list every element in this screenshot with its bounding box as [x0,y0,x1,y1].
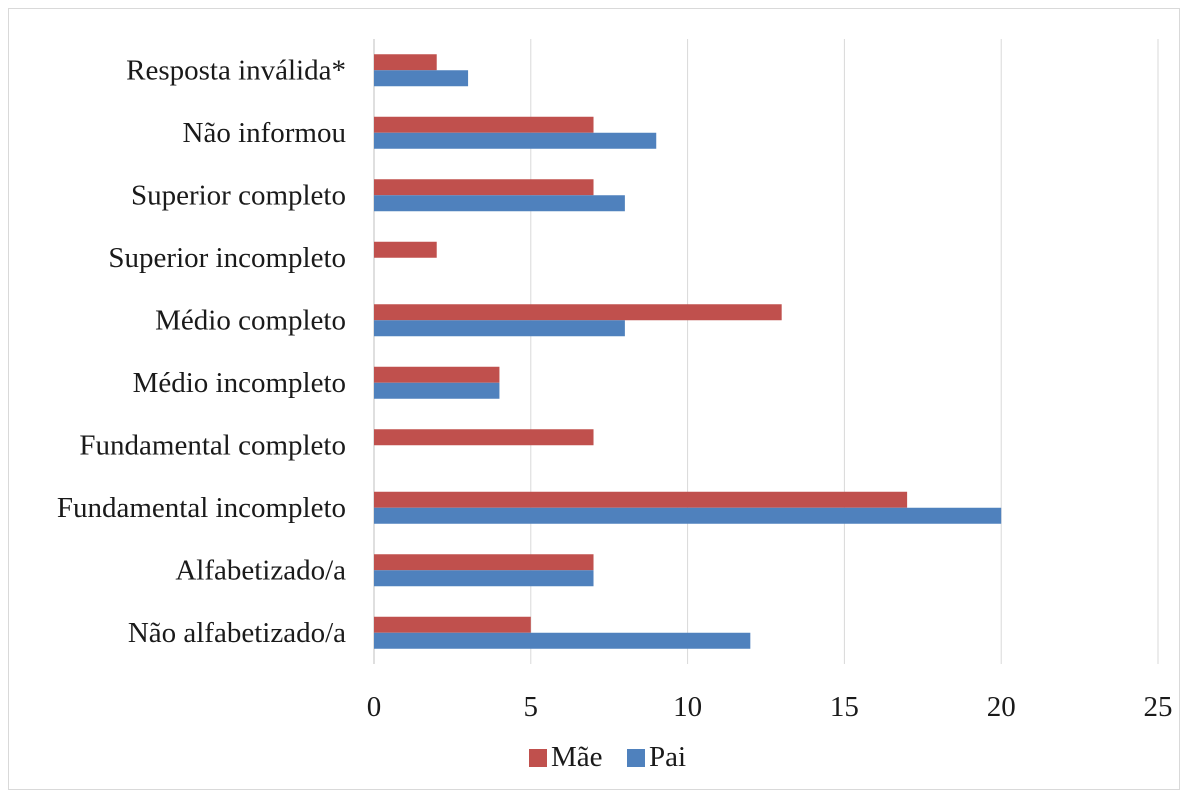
category-label: Não alfabetizado/a [128,617,346,649]
chart-frame: Não alfabetizado/a Alfabetizado/a Fundamen… [8,8,1180,790]
x-tick-label: 25 [1144,691,1173,723]
category-label: Não informou [183,117,347,149]
category-labels: Não alfabetizado/a Alfabetizado/a Fundamen… [57,54,346,649]
legend-swatch [627,749,645,767]
category-label: Superior completo [131,179,346,211]
category-label: Resposta inválida* [126,54,346,86]
bar-m-e [374,554,594,571]
bar-m-e [374,616,531,633]
bar-m-e [374,179,594,196]
bar-pai [374,70,469,87]
legend-label: Pai [649,741,686,773]
x-tick-label: 10 [673,691,702,723]
x-tick-labels: 0 5 10 15 20 25 [367,691,1173,723]
x-tick-label: 5 [524,691,539,723]
bar-pai [374,132,657,149]
bar-pai [374,195,625,212]
bar-m-e [374,366,500,383]
x-tick-label: 20 [987,691,1016,723]
bar-m-e [374,304,782,321]
category-label: Superior incompleto [108,242,346,274]
legend: Mãe Pai [529,741,686,773]
category-label: Fundamental incompleto [57,492,346,524]
bar-pai [374,507,1002,524]
legend-swatch [529,749,547,767]
bar-m-e [374,491,908,508]
bar-m-e [374,241,437,258]
legend-label: Mãe [551,741,603,773]
bar-m-e [374,429,594,446]
bar-pai [374,632,751,649]
x-tick-label: 0 [367,691,382,723]
category-label: Fundamental completo [79,429,346,461]
bar-chart: Não alfabetizado/a Alfabetizado/a Fundamen… [57,39,1173,773]
bar-pai [374,320,625,337]
x-tick-label: 15 [830,691,859,723]
category-label: Médio incompleto [133,367,346,399]
bar-pai [374,382,500,399]
category-label: Médio completo [155,304,346,336]
bar-m-e [374,54,437,71]
bar-m-e [374,116,594,133]
bars [374,54,1002,649]
category-label: Alfabetizado/a [175,554,346,586]
bar-pai [374,570,594,587]
